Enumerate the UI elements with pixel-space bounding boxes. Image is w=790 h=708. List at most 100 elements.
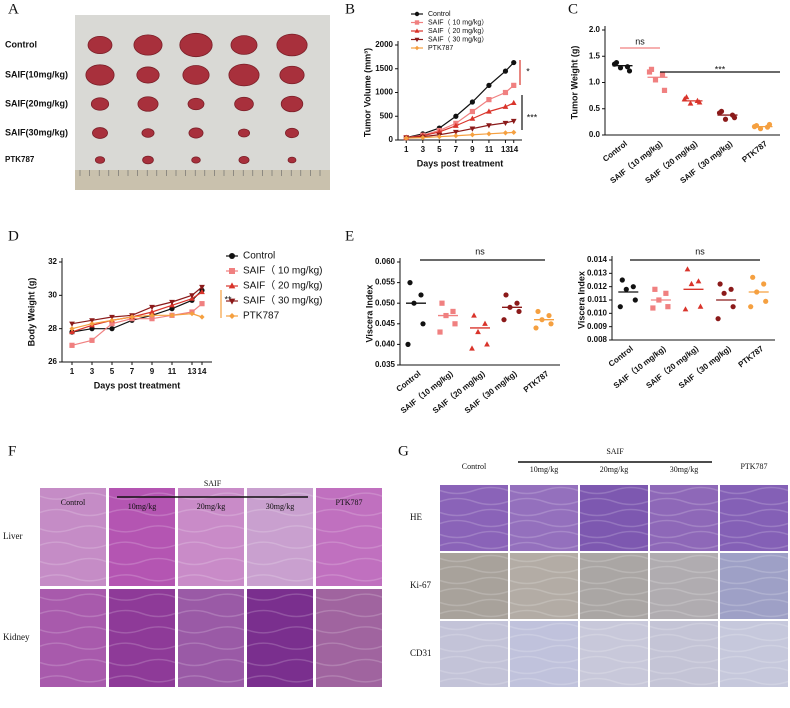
y-axis-label: Body Weight (g) — [26, 278, 36, 347]
row-label: SAIF(20mg/kg) — [5, 98, 68, 108]
tissue-texture — [579, 677, 649, 686]
marker — [652, 77, 659, 83]
x-tick-label: SAIF（30 mg/kg) — [676, 343, 733, 390]
tissue-texture — [246, 593, 314, 601]
x-tick-label: 1 — [404, 145, 409, 154]
tissue-texture — [579, 565, 649, 574]
marker — [502, 89, 509, 96]
panel-label: F — [8, 443, 16, 459]
tissue-texture — [509, 644, 579, 653]
marker — [501, 317, 507, 323]
marker — [199, 288, 205, 295]
histology-image — [440, 621, 508, 687]
marker — [453, 122, 459, 128]
tissue-texture — [246, 609, 314, 618]
marker — [149, 312, 155, 318]
tissue-texture — [108, 525, 176, 533]
tissue-texture — [719, 508, 789, 517]
panel-label: D — [8, 228, 19, 244]
tissue-texture — [439, 530, 509, 539]
marker — [648, 66, 655, 72]
marker — [453, 133, 459, 139]
legend-marker — [414, 37, 420, 43]
tissue-texture — [439, 576, 509, 585]
marker — [697, 303, 704, 309]
y-tick-label: 28 — [48, 324, 57, 333]
marker — [469, 345, 475, 351]
marker — [486, 82, 492, 88]
tissue-texture — [315, 658, 383, 667]
marker — [437, 329, 443, 335]
tissue-texture — [439, 541, 509, 550]
tumor — [90, 97, 110, 111]
marker — [632, 297, 638, 303]
tissue-texture — [108, 492, 176, 500]
x-tick-label: 14 — [509, 145, 518, 154]
panel-label: G — [398, 443, 409, 459]
x-tick-label: 3 — [421, 145, 426, 154]
marker — [109, 321, 115, 327]
x-tick-label: 11 — [168, 367, 177, 376]
panel-label: E — [345, 228, 354, 244]
annotation: *** — [715, 64, 726, 74]
tissue-texture — [719, 497, 789, 506]
series-line — [406, 84, 515, 139]
series-line — [406, 131, 514, 139]
marker — [728, 286, 734, 292]
x-axis-label: Days post treatment — [417, 158, 504, 168]
marker — [761, 281, 767, 287]
marker — [630, 284, 636, 290]
tissue-texture — [509, 677, 579, 686]
marker — [695, 278, 702, 284]
histology-image — [650, 621, 718, 687]
legend-marker — [414, 20, 420, 25]
tissue-texture — [439, 565, 509, 574]
tissue-texture — [719, 633, 789, 642]
tumor — [136, 66, 160, 84]
tissue-texture — [246, 574, 314, 582]
marker — [546, 312, 552, 319]
annotation: ** — [224, 294, 232, 304]
marker — [109, 314, 115, 321]
y-tick-label: 30 — [48, 290, 57, 299]
tissue-texture — [315, 492, 383, 500]
y-tick-label: 0.008 — [587, 335, 608, 344]
tissue-texture — [579, 598, 649, 607]
legend-label: SAIF（ 20 mg/kg) — [243, 280, 322, 292]
tissue-texture — [509, 530, 579, 539]
tissue-texture — [579, 541, 649, 550]
x-tick-label: Control — [601, 139, 629, 164]
tissue-texture — [579, 530, 649, 539]
annotation: ns — [635, 36, 645, 46]
tissue-texture — [579, 609, 649, 618]
x-tick-label: 13 — [501, 145, 510, 154]
tissue-texture — [108, 508, 176, 517]
tissue-texture — [509, 633, 579, 642]
group-label: SAIF — [606, 447, 624, 456]
marker — [439, 300, 445, 306]
y-axis-label: Viscera Index — [364, 285, 374, 343]
marker — [652, 286, 658, 292]
column-label: PTK787 — [335, 498, 362, 507]
tissue-texture — [39, 642, 107, 650]
marker — [199, 314, 205, 320]
column-label: 20mg/kg — [600, 465, 628, 474]
marker — [626, 68, 633, 74]
marker — [682, 306, 689, 312]
tissue-texture — [649, 576, 719, 585]
tissue-texture — [177, 508, 245, 517]
marker — [684, 266, 691, 272]
tissue-texture — [439, 587, 509, 596]
series-line — [406, 62, 515, 139]
marker — [486, 97, 492, 103]
marker — [617, 65, 624, 71]
marker — [646, 69, 653, 75]
marker — [511, 59, 517, 66]
tissue-texture — [649, 508, 719, 517]
marker — [149, 308, 155, 315]
marker — [199, 284, 205, 291]
marker — [109, 326, 115, 332]
tumor — [228, 63, 260, 87]
tissue-texture — [719, 598, 789, 607]
y-tick-label: 0.010 — [587, 308, 608, 317]
